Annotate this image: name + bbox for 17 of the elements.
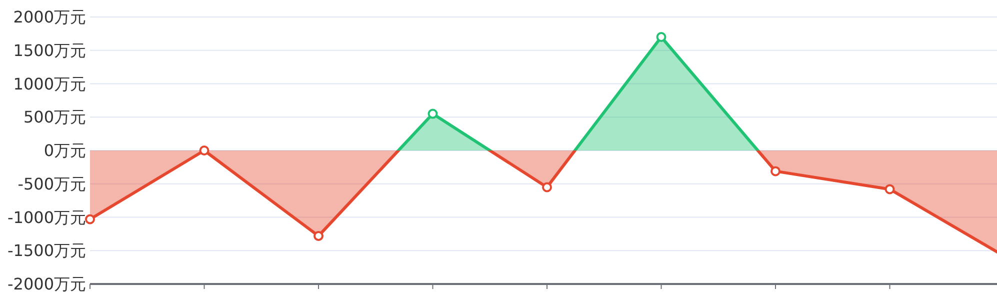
point	[199, 146, 210, 156]
y-tick-label: -2000万元	[8, 274, 86, 294]
y-tick-label: -500万元	[18, 174, 86, 194]
point	[428, 108, 438, 119]
y-tick-label: 2000万元	[13, 8, 86, 26]
y-tick-label: -1500万元	[8, 241, 86, 260]
y-tick-label: 1000万元	[13, 74, 86, 94]
y-tick-label: 500万元	[23, 108, 86, 127]
point	[85, 214, 95, 224]
point	[314, 230, 324, 241]
point	[656, 32, 666, 42]
point	[770, 166, 780, 176]
point	[884, 184, 895, 194]
y-tick-label: 1500万元	[13, 40, 86, 60]
y-tick-label: -1000万元	[8, 208, 86, 227]
point	[542, 182, 552, 192]
y-tick-label: 0万元	[44, 141, 86, 160]
